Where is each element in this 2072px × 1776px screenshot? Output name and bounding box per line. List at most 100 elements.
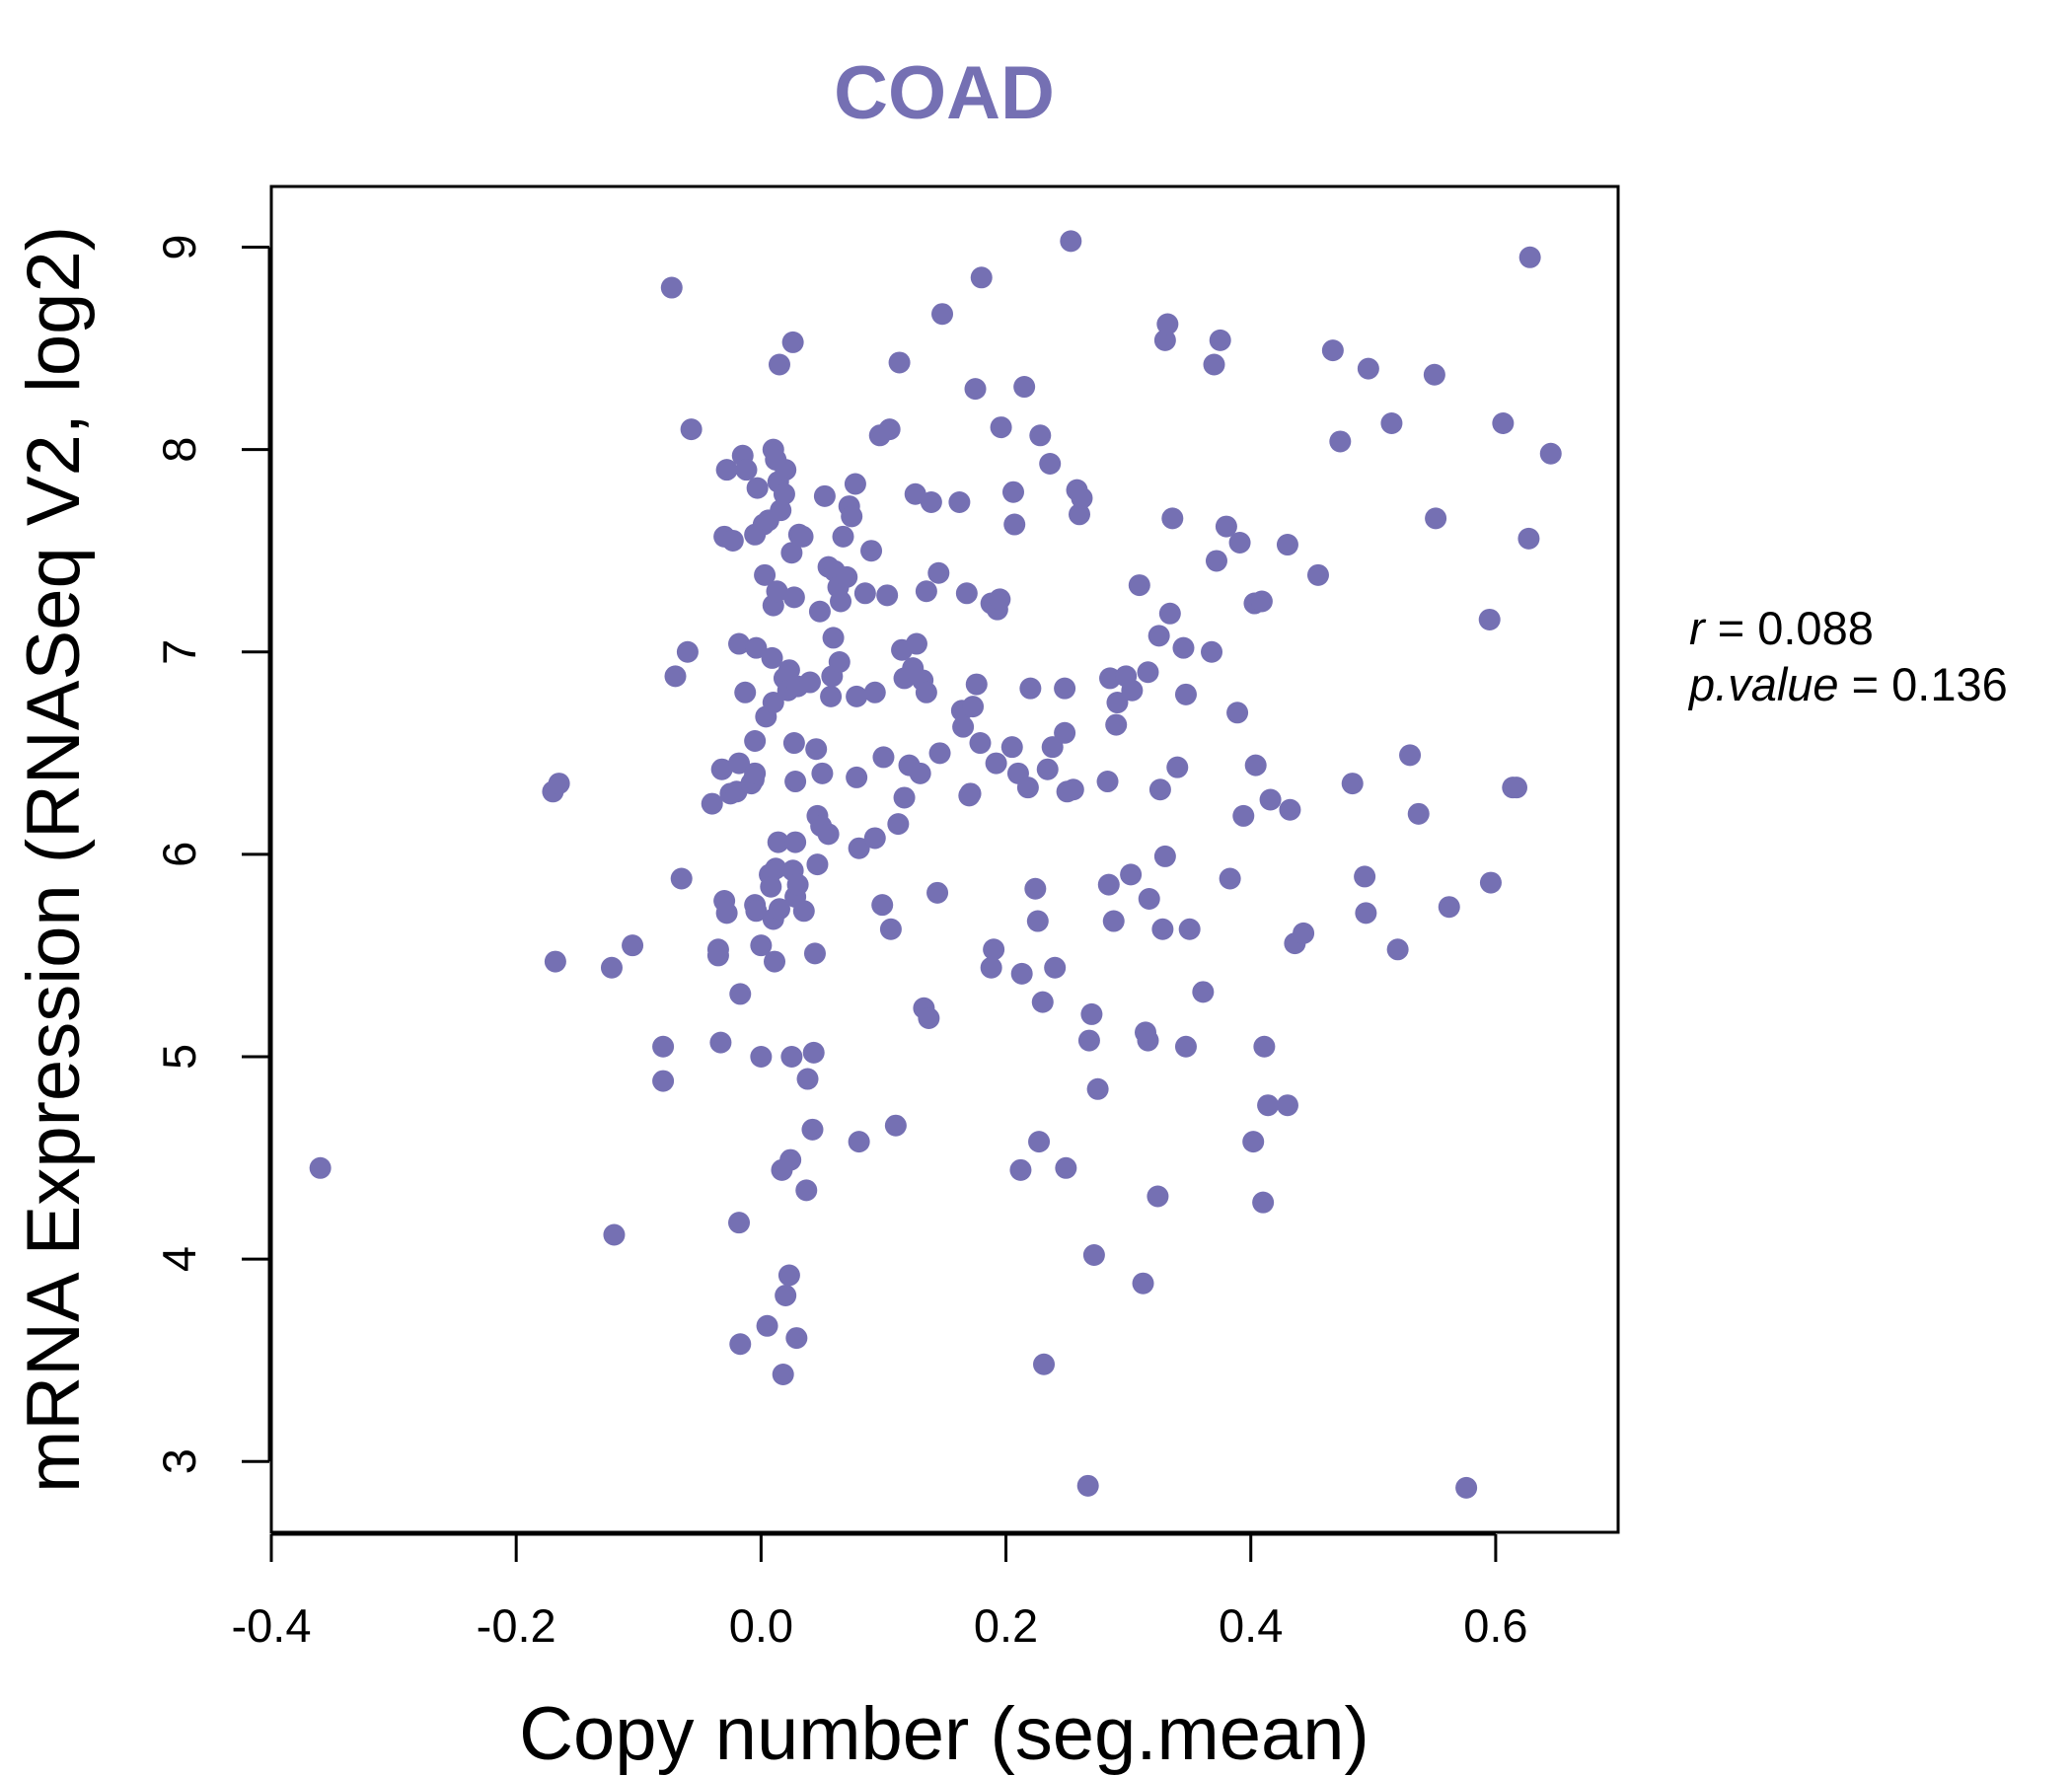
scatter-point [969, 732, 992, 755]
p-value-statistic: p.value = 0.136 [1687, 658, 2008, 710]
scatter-point [965, 673, 988, 696]
scatter-point [1033, 1353, 1056, 1375]
scatter-point [863, 827, 886, 850]
scatter-point [1153, 845, 1176, 867]
scatter-point [1029, 424, 1052, 447]
scatter-point [750, 934, 773, 957]
scatter-point [1147, 625, 1170, 647]
scatter-point [785, 1327, 808, 1350]
scatter-point [1099, 667, 1122, 690]
r-label: r [1689, 602, 1707, 654]
scatter-point [801, 1118, 824, 1141]
scatter-point [1228, 531, 1251, 554]
scatter-point [1055, 1156, 1077, 1179]
scatter-point [1321, 339, 1344, 362]
scatter-point [792, 900, 815, 923]
scatter-point [746, 477, 769, 499]
scatter-point [1009, 1158, 1032, 1181]
scatter-point [1438, 896, 1460, 919]
scatter-point [1354, 865, 1376, 888]
scatter-point [876, 584, 899, 607]
y-tick-label: 7 [153, 639, 205, 665]
scatter-point [1041, 736, 1064, 759]
scatter-point [820, 685, 843, 707]
scatter-point [1137, 1029, 1159, 1052]
scatter-point [652, 1035, 675, 1058]
scatter-point [817, 823, 840, 846]
scatter-point [779, 1148, 802, 1171]
scatter-point [764, 950, 786, 973]
scatter-point [1380, 411, 1403, 434]
y-axis: 3 4 5 6 7 8 9 [153, 234, 271, 1474]
scatter-point [1226, 702, 1249, 724]
scatter-point [985, 752, 1007, 775]
scatter-point [660, 276, 683, 299]
scatter-point [781, 331, 804, 353]
scatter-point [1024, 877, 1047, 900]
scatter-point [1306, 563, 1329, 586]
scatter-point [863, 681, 886, 703]
scatter-point [1028, 1131, 1051, 1153]
scatter-point [775, 1285, 797, 1307]
y-tick-label: 5 [153, 1044, 205, 1070]
scatter-point [1279, 798, 1301, 821]
scatter-point [777, 659, 800, 682]
scatter-point [832, 525, 854, 548]
scatter-point [803, 942, 826, 965]
scatter-point [1455, 1476, 1478, 1499]
scatter-point [806, 853, 829, 876]
scatter-point [1250, 590, 1273, 613]
scatter-point [1010, 962, 1033, 985]
scatter-point [1172, 636, 1195, 659]
scatter-point [544, 950, 566, 973]
scatter-point [1082, 1243, 1105, 1266]
scatter-point [959, 782, 982, 805]
scatter-point [1242, 1131, 1265, 1153]
scatter-point [709, 1031, 732, 1054]
plot-frame [269, 185, 1620, 1534]
scatter-point [811, 762, 834, 784]
x-tick-label: 0.2 [974, 1599, 1038, 1652]
scatter-point [780, 542, 803, 564]
scatter-point [728, 632, 751, 655]
scatter-point [887, 813, 910, 836]
scatter-point [1253, 1035, 1276, 1058]
scatter-point [768, 353, 790, 376]
scatter-point [884, 1114, 907, 1137]
scatter-point [622, 934, 644, 957]
scatter-point [1062, 778, 1084, 801]
scatter-point [765, 857, 787, 880]
scatter-point [948, 490, 971, 513]
y-tick-label: 4 [153, 1246, 205, 1272]
scatter-point [848, 1131, 870, 1153]
scatter-point [990, 416, 1012, 439]
scatter-point [1423, 363, 1445, 386]
scatter-point [931, 303, 954, 326]
scatter-point [1016, 777, 1039, 799]
r-value: 0.088 [1757, 602, 1874, 654]
x-tick-label: -0.4 [232, 1599, 312, 1652]
scatter-point [1077, 1029, 1100, 1052]
scatter-point [980, 956, 1002, 979]
scatter-point [1209, 329, 1231, 351]
scatter-point [1276, 534, 1298, 556]
scatter-point [791, 525, 814, 548]
scatter-point [989, 588, 1011, 611]
scatter-point [1036, 758, 1059, 780]
scatter-point [1000, 736, 1023, 759]
scatter-point [1386, 938, 1409, 961]
scatter-point [1013, 376, 1036, 399]
scatter-point [828, 651, 851, 674]
scatter-point [926, 881, 949, 904]
scatter-point [768, 898, 790, 921]
scatter-point [1138, 887, 1160, 910]
scatter-point [962, 696, 985, 718]
scatter-point [1192, 981, 1215, 1003]
scatter-point [1137, 661, 1159, 684]
scatter-point [846, 685, 868, 707]
scatter-point [754, 563, 777, 586]
p-value-label: p.value [1687, 658, 1839, 710]
x-axis-title: Copy number (seg.mean) [519, 1692, 1369, 1776]
scatter-point [761, 646, 783, 669]
scatter-point [1215, 515, 1237, 538]
